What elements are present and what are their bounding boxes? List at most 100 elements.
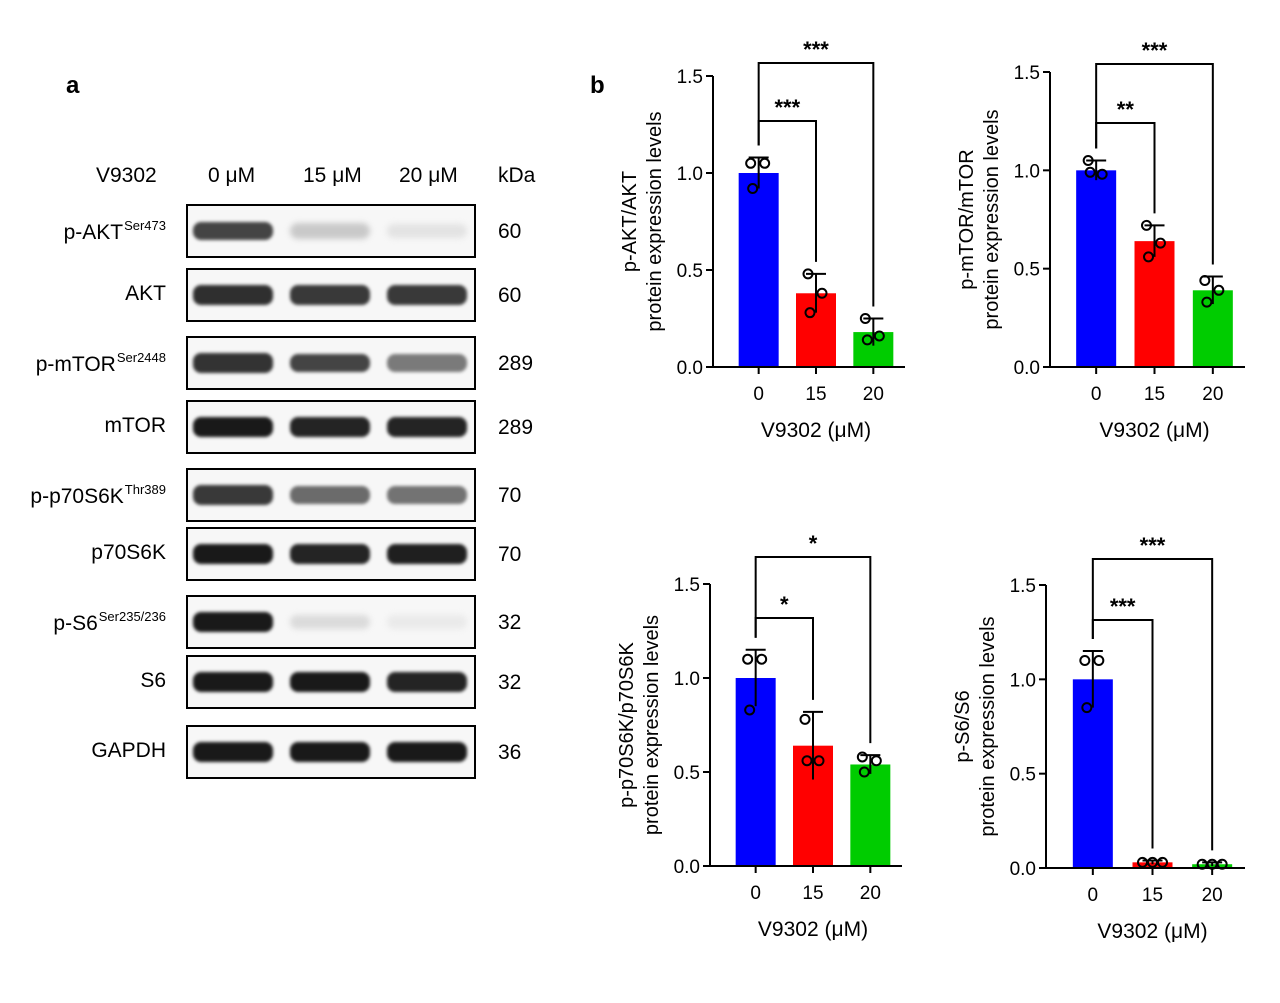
significance-label: *: [809, 531, 818, 556]
blot-kda: 289: [498, 416, 534, 439]
blot-kda: 60: [498, 220, 522, 243]
blot-band: [290, 544, 370, 564]
data-point: [799, 713, 811, 725]
blot-strip: [186, 725, 476, 779]
blot-band: [290, 486, 370, 504]
data-point: [873, 330, 885, 342]
data-point: [1096, 168, 1108, 180]
y-tick-label: 1.0: [1010, 670, 1036, 691]
y-tick-label: 0.5: [1014, 260, 1040, 281]
bar: [1134, 241, 1175, 367]
significance-label: ***: [803, 37, 829, 62]
blot-label-site: Ser235/236: [98, 609, 166, 624]
significance-label: **: [1117, 97, 1135, 122]
x-tick-label: 15: [1142, 885, 1163, 906]
blot-band: [193, 612, 273, 632]
data-point: [742, 653, 754, 665]
x-tick-label: 20: [863, 384, 884, 405]
blot-band: [387, 417, 467, 437]
data-point: [1141, 219, 1152, 231]
blot-strip: [186, 527, 476, 581]
data-point: [1082, 155, 1094, 166]
blot-strip: [186, 336, 476, 390]
blot-label: p-p70S6KThr389: [0, 482, 166, 509]
blot-kda: 32: [498, 611, 522, 634]
y-tick-label: 0.5: [677, 261, 703, 282]
data-point: [861, 334, 873, 346]
y-axis-label: protein expression levels: [641, 615, 663, 835]
data-point: [1201, 296, 1213, 308]
blot-band: [387, 285, 467, 305]
data-point: [1199, 274, 1211, 286]
data-point: [1143, 251, 1154, 263]
blot-band: [290, 614, 370, 630]
significance-bracket: [1095, 63, 1214, 265]
x-tick-label: 20: [860, 883, 881, 904]
blot-band: [193, 221, 273, 241]
significance-bracket: [1091, 558, 1214, 851]
blot-label: mTOR: [0, 414, 166, 438]
significance-bracket: [754, 556, 872, 744]
x-axis-label: V9302 (μM): [761, 419, 871, 442]
data-point: [1081, 702, 1093, 714]
y-tick-label: 1.5: [677, 67, 703, 88]
blot-strip: [186, 268, 476, 322]
blot-kda: 60: [498, 284, 522, 307]
data-point: [1093, 654, 1105, 666]
bar: [738, 173, 779, 367]
x-tick-label: 20: [1202, 885, 1223, 906]
blot-strip: [186, 595, 476, 649]
dose-header-20: 20 μM: [399, 164, 458, 187]
blot-label-text: mTOR: [104, 414, 166, 437]
blot-band: [290, 742, 370, 762]
blot-band: [290, 285, 370, 305]
data-point: [745, 157, 757, 169]
blot-band: [387, 486, 467, 504]
blot-strip: [186, 655, 476, 709]
blot-band: [290, 417, 370, 437]
y-tick-label: 1.0: [677, 164, 703, 185]
blot-band: [387, 742, 467, 762]
y-axis-label: protein expression levels: [977, 616, 999, 836]
panel-a-letter: a: [66, 72, 80, 99]
data-point: [801, 755, 813, 767]
x-tick-label: 15: [805, 384, 826, 405]
x-tick-label: 20: [1202, 384, 1223, 405]
blot-band: [193, 544, 273, 564]
blot-label-text: S6: [140, 669, 166, 692]
data-point: [1079, 654, 1091, 666]
bar: [1076, 170, 1117, 367]
significance-label: ***: [1110, 594, 1136, 619]
data-point: [856, 751, 868, 763]
data-point: [747, 183, 759, 195]
blot-band: [290, 223, 370, 239]
blot-band: [290, 353, 370, 373]
panel-b-letter: b: [590, 72, 605, 99]
blot-label: p-mTORSer2448: [0, 350, 166, 377]
y-tick-label: 1.5: [1014, 63, 1040, 84]
dose-header-0: 0 μM: [208, 164, 256, 187]
blot-kda: 70: [498, 484, 522, 507]
blot-label-text: p70S6K: [91, 541, 166, 564]
significance-label: ***: [1142, 38, 1168, 63]
blot-label: GAPDH: [0, 739, 166, 763]
data-point: [759, 157, 771, 169]
y-axis-label: p-p70S6K/p70S6K: [616, 642, 638, 808]
y-axis-label: p-AKT/AKT: [619, 171, 641, 272]
bar: [850, 764, 891, 866]
blot-band: [193, 485, 273, 505]
blot-strip: [186, 400, 476, 454]
y-tick-label: 0.0: [674, 857, 700, 878]
data-point: [813, 755, 825, 767]
y-tick-label: 1.0: [1014, 161, 1040, 182]
x-tick-label: 15: [802, 883, 823, 904]
blot-label-text: p-AKT: [63, 221, 124, 244]
blot-kda: 289: [498, 352, 534, 375]
data-point: [802, 268, 814, 280]
data-point: [870, 755, 882, 767]
blot-kda: 36: [498, 741, 522, 764]
x-axis-label: V9302 (μM): [1099, 419, 1209, 442]
bar: [1132, 862, 1173, 868]
blot-label-site: Ser2448: [116, 350, 166, 365]
